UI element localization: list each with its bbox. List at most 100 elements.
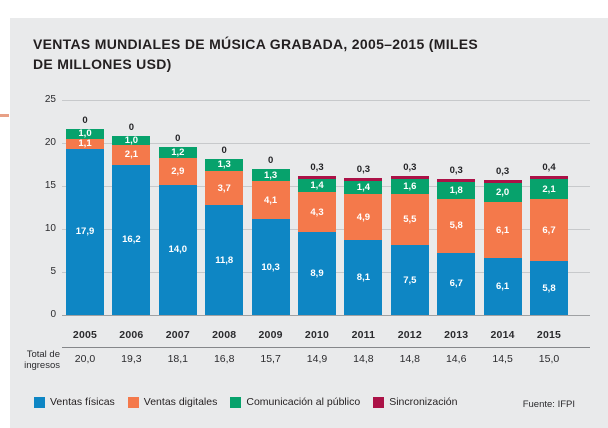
year-label: 2011 bbox=[351, 329, 376, 341]
segment-value-label: 5,8 bbox=[449, 220, 463, 232]
bar-segment-digitales bbox=[158, 158, 197, 185]
segment-value-label: 1,4 bbox=[310, 180, 324, 192]
left-accent-dash bbox=[0, 114, 9, 117]
bar-segment-digitales bbox=[437, 198, 476, 253]
gridline bbox=[62, 143, 590, 144]
bar-segment-fisicas bbox=[158, 184, 197, 315]
bar-segment-fisicas bbox=[205, 205, 244, 315]
bar-segment-sincronizacion bbox=[344, 178, 383, 182]
legend-label: Ventas físicas bbox=[50, 396, 115, 408]
segment-value-label: 17,9 bbox=[75, 226, 95, 238]
bar-segment-digitales bbox=[66, 138, 104, 149]
total-value: 14,8 bbox=[353, 353, 374, 365]
total-value: 14,5 bbox=[492, 353, 513, 365]
bar-segment-comunicacion bbox=[483, 183, 522, 202]
bar-segment-comunicacion bbox=[251, 169, 290, 182]
axis-tick-label: 20 bbox=[44, 137, 56, 148]
axis-tick-label: 0 bbox=[50, 309, 56, 320]
year-label: 2006 bbox=[119, 329, 144, 341]
total-value: 15,0 bbox=[538, 353, 560, 365]
sync-value-label: 0,4 bbox=[542, 161, 556, 173]
sync-value-label: 0 bbox=[221, 144, 227, 156]
segment-value-label: 6,7 bbox=[542, 224, 556, 236]
bar-segment-fisicas bbox=[437, 252, 476, 315]
segment-value-label: 7,5 bbox=[403, 274, 417, 286]
bar-segment-sincronizacion bbox=[298, 176, 336, 180]
total-value: 14,6 bbox=[445, 353, 467, 365]
bar-segment-digitales bbox=[251, 181, 290, 220]
segment-value-label: 11,8 bbox=[215, 254, 234, 266]
total-value: 14,8 bbox=[399, 353, 420, 365]
bar-segment-fisicas bbox=[530, 261, 568, 315]
sync-value-label: 0 bbox=[175, 132, 181, 144]
total-row-label: Total de ingresos bbox=[24, 349, 60, 371]
segment-value-label: 14,0 bbox=[168, 244, 188, 256]
sync-value-label: 0,3 bbox=[403, 162, 417, 174]
bar-segment-sincronizacion bbox=[390, 176, 429, 180]
sync-value-label: 0 bbox=[267, 155, 274, 167]
bar-segment-digitales bbox=[483, 201, 522, 259]
sync-value-label: 0 bbox=[128, 121, 135, 133]
segment-value-label: 4,9 bbox=[356, 211, 370, 223]
axis-tick-label: 5 bbox=[50, 266, 56, 277]
total-value: 16,8 bbox=[213, 353, 235, 365]
segment-value-label: 6,1 bbox=[495, 281, 510, 293]
legend-swatch-icon bbox=[127, 396, 139, 408]
bar-segment-digitales bbox=[112, 145, 151, 165]
year-label: 2009 bbox=[258, 329, 283, 341]
segment-value-label: 1,0 bbox=[124, 134, 138, 146]
sync-value-label: 0 bbox=[82, 115, 88, 127]
sync-value-label: 0,3 bbox=[356, 164, 370, 176]
year-label: 2008 bbox=[212, 329, 237, 341]
segment-value-label: 6,7 bbox=[449, 278, 463, 290]
year-label: 2013 bbox=[444, 329, 469, 341]
axis-tick-label: 10 bbox=[44, 223, 56, 234]
legend-item: Sincronización bbox=[373, 396, 457, 408]
bar-segment-digitales bbox=[344, 194, 383, 240]
segment-value-label: 1,3 bbox=[263, 169, 278, 181]
segment-value-label: 2,1 bbox=[124, 149, 138, 161]
bar-segment-sincronizacion bbox=[530, 175, 568, 180]
bar-segment-comunicacion bbox=[437, 182, 476, 199]
segment-value-label: 3,7 bbox=[217, 182, 231, 194]
segment-value-label: 5,8 bbox=[542, 282, 556, 294]
segment-value-label: 1,0 bbox=[78, 128, 92, 140]
sync-value-label: 0,3 bbox=[495, 165, 510, 177]
segment-value-label: 8,9 bbox=[310, 268, 324, 280]
segment-value-label: 1,4 bbox=[356, 182, 370, 194]
sync-value-label: 0,3 bbox=[449, 164, 463, 176]
total-value: 14,9 bbox=[306, 353, 328, 365]
bar-segment-comunicacion bbox=[112, 135, 151, 146]
bar-segment-sincronizacion bbox=[437, 178, 476, 183]
year-label: 2014 bbox=[490, 329, 515, 341]
bar-segment-fisicas bbox=[390, 245, 429, 315]
segment-value-label: 1,1 bbox=[78, 138, 92, 150]
segment-value-label: 1,2 bbox=[171, 146, 185, 158]
segment-value-label: 8,1 bbox=[356, 271, 370, 283]
legend-label: Ventas digitales bbox=[143, 396, 218, 408]
bar-segment-comunicacion bbox=[298, 179, 336, 193]
bar-segment-fisicas bbox=[298, 232, 336, 315]
bar-segment-digitales bbox=[530, 198, 568, 262]
bar-segment-sincronizacion bbox=[483, 179, 522, 184]
legend-swatch-icon bbox=[230, 396, 242, 408]
segment-value-label: 4,3 bbox=[310, 206, 324, 218]
segment-value-label: 1,3 bbox=[217, 159, 231, 171]
year-label: 2012 bbox=[397, 329, 422, 341]
bar-segment-fisicas bbox=[112, 164, 151, 315]
bar-segment-fisicas bbox=[251, 219, 290, 315]
bar-segment-comunicacion bbox=[205, 158, 244, 172]
legend: Ventas físicas Ventas digitales Comunicaci… bbox=[34, 396, 457, 408]
year-label: 2015 bbox=[536, 329, 562, 341]
bar-segment-comunicacion bbox=[530, 179, 568, 199]
total-value: 18,1 bbox=[167, 353, 188, 365]
legend-swatch-icon bbox=[34, 396, 45, 408]
segment-value-label: 4,1 bbox=[263, 194, 278, 206]
segment-value-label: 10,3 bbox=[261, 261, 280, 273]
sync-value-label: 0,3 bbox=[310, 162, 324, 174]
bar-segment-digitales bbox=[390, 194, 429, 246]
bar-segment-digitales bbox=[205, 171, 244, 206]
bar-segment-comunicacion bbox=[344, 181, 383, 195]
totals-separator-line bbox=[62, 347, 590, 348]
